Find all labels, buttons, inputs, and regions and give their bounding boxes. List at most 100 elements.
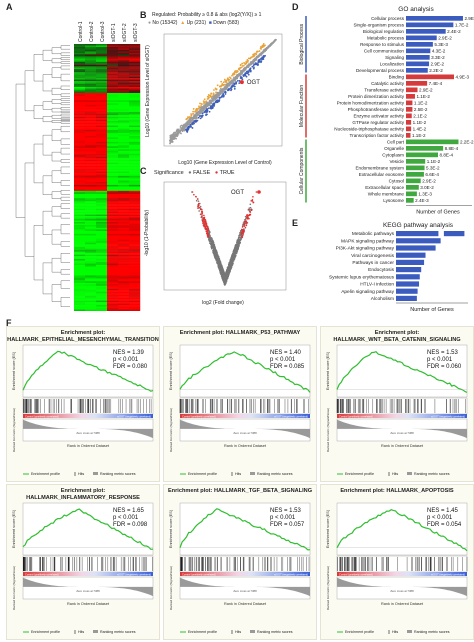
zero-cross-label: Zero cross at 7388 bbox=[390, 589, 414, 593]
go-bar-label: 4.3E-2 bbox=[432, 48, 446, 53]
gsea-fdr: FDR = 0.080 bbox=[113, 364, 148, 370]
gsea-legend: Enrichment profile Hits Ranking metric sco… bbox=[180, 630, 293, 634]
panel-b-ylabel: Log10 (Gene Expression Level of siOGT) bbox=[145, 45, 151, 137]
hits bbox=[179, 399, 309, 413]
go-bar bbox=[406, 165, 425, 171]
go-group-label: Biological Process bbox=[299, 23, 305, 64]
go-bar bbox=[406, 185, 419, 190]
gsea-ylabel: Enrichment score (ES) bbox=[169, 351, 173, 390]
kegg-category-label: MAPK signaling pathway bbox=[341, 238, 395, 244]
kegg-bar-chart: KEGG pathway analysis Metabolic pathwaysM… bbox=[329, 222, 468, 313]
ogt-label: OGT bbox=[231, 190, 244, 196]
go-bar-label: 2.9E-2 bbox=[464, 16, 474, 21]
gsea-p: p < 0.001 bbox=[113, 515, 139, 521]
es-frame bbox=[179, 344, 311, 398]
go-bar-label: 1.7E-2 bbox=[455, 22, 469, 27]
go-bar bbox=[406, 87, 418, 93]
legend-profile: Enrichment profile bbox=[31, 472, 60, 476]
kegg-bar bbox=[396, 231, 439, 237]
gsea-p: p < 0.001 bbox=[427, 357, 453, 363]
es-frame bbox=[22, 344, 154, 398]
gsea-panel: Enrichment plot: HALLMARK_WNT_BETA_CATEN… bbox=[320, 326, 474, 482]
go-bar bbox=[406, 48, 431, 54]
panel-c-ylabel: -log10 (1-Probability) bbox=[144, 209, 150, 257]
go-category-label: Binding bbox=[389, 74, 405, 79]
panel-f-gsea: Enrichment plot: HALLMARK_EPITHELIAL_MES… bbox=[6, 326, 474, 640]
legend-up: ▲ Up (231) bbox=[180, 20, 207, 26]
kegg-bar-break bbox=[443, 231, 465, 237]
positive-label: Control (positively correlated) bbox=[25, 414, 59, 418]
go-category-label: Signaling bbox=[385, 55, 404, 60]
panel-label-b: B bbox=[140, 10, 147, 20]
legend-metric: Ranking metric scores bbox=[414, 630, 450, 634]
hits-frame bbox=[22, 397, 154, 415]
negative-label: siOGT (negatively correlated) bbox=[274, 572, 308, 576]
go-bar-label: 8.8E-4 bbox=[440, 152, 454, 157]
metric-ylabel: Ranked list metric (Signal2Noise) bbox=[169, 566, 173, 610]
go-bar-label: 2.5E-2 bbox=[414, 107, 428, 112]
sample-label: siOGT-3 bbox=[133, 23, 139, 42]
panel-b-scatter: Regulated: Probability ≥ 0.8 & abs (log2… bbox=[140, 10, 290, 170]
heatmap-cells bbox=[74, 44, 141, 312]
zero-cross-label: Zero cross at 7388 bbox=[233, 431, 257, 435]
legend-metric: Ranking metric scores bbox=[257, 630, 293, 634]
gsea-plot: Enrichment score (ES) NES = 1.53p < 0.001… bbox=[326, 344, 468, 476]
go-category-label: Response to stimulus bbox=[360, 42, 405, 47]
ogt-label: OGT bbox=[247, 80, 260, 86]
enrichment-profile bbox=[336, 509, 468, 552]
go-bar-label: 2.2E-2 bbox=[429, 68, 443, 73]
legend-hits: Hits bbox=[235, 630, 241, 634]
go-category-label: Extracellular exosome bbox=[359, 172, 405, 177]
kegg-bar bbox=[396, 267, 422, 273]
kegg-title: KEGG pathway analysis bbox=[383, 222, 454, 229]
go-category-label: Organelle bbox=[384, 146, 404, 151]
go-bar-label: 2.9E-2 bbox=[419, 87, 433, 92]
es-frame bbox=[336, 344, 468, 398]
zero-cross-label: Zero cross at 7388 bbox=[233, 589, 257, 593]
legend-profile: Enrichment profile bbox=[345, 472, 374, 476]
gsea-ylabel: Enrichment score (ES) bbox=[169, 509, 173, 548]
go-bar bbox=[406, 159, 426, 164]
gsea-fdr: FDR = 0.098 bbox=[113, 522, 148, 528]
hits bbox=[180, 557, 310, 571]
metric-ylabel: Ranked list metric (Signal2Noise) bbox=[12, 408, 16, 452]
go-bar bbox=[406, 126, 412, 132]
go-bar bbox=[406, 55, 430, 60]
go-category-label: Enzyme activator activity bbox=[353, 113, 404, 118]
gsea-panel: Enrichment plot: HALLMARK_EPITHELIAL_MES… bbox=[6, 326, 160, 482]
go-bar-label: 2.1E-2 bbox=[413, 113, 427, 118]
ranking-metric bbox=[23, 419, 153, 439]
go-bar bbox=[406, 152, 438, 158]
kegg-bar bbox=[396, 252, 426, 258]
go-bar bbox=[406, 198, 414, 203]
kegg-category-label: Endocytosis bbox=[368, 267, 394, 273]
volcano-false bbox=[191, 191, 253, 286]
gsea-xlabel: Rank in Ordered Dataset bbox=[67, 444, 110, 448]
rank-gradient bbox=[337, 414, 467, 418]
kegg-category-label: Viral carcinogenesis bbox=[351, 253, 394, 259]
go-bar-label: 1.1E-2 bbox=[416, 94, 430, 99]
volcano-true bbox=[191, 191, 259, 239]
enrichment-profile bbox=[22, 350, 154, 392]
metric-ylabel: Ranked list metric (Signal2Noise) bbox=[12, 566, 16, 610]
legend-profile: Enrichment profile bbox=[345, 630, 374, 634]
gsea-panel: Enrichment plot: HALLMARK_P53_PATHWAY Enr… bbox=[163, 326, 317, 482]
gsea-xlabel: Rank in Ordered Dataset bbox=[381, 444, 424, 448]
gsea-fdr: FDR = 0.085 bbox=[270, 364, 305, 370]
legend-hits: Hits bbox=[235, 472, 241, 476]
legend-true: ● TRUE bbox=[214, 170, 235, 176]
gsea-panel: Enrichment plot: HALLMARK_APOPTOSIS Enric… bbox=[320, 484, 474, 640]
kegg-category-label: HTLV-I infection bbox=[360, 282, 394, 288]
panel-e-kegg: KEGG pathway analysis Metabolic pathways M… bbox=[298, 220, 474, 316]
gsea-legend: Enrichment profile Hits Ranking metric sco… bbox=[337, 630, 450, 634]
enrichment-profile bbox=[336, 351, 468, 393]
gsea-p: p < 0.001 bbox=[113, 357, 139, 363]
go-category-label: Endomembrane system bbox=[355, 165, 404, 170]
positive-label: Control (positively correlated) bbox=[339, 572, 373, 576]
gsea-title: Enrichment plot: HALLMARK_P53_PATHWAY bbox=[179, 330, 301, 336]
go-bar-label: 2.9E-2 bbox=[438, 35, 452, 40]
volcano-plot: OGT bbox=[163, 181, 287, 291]
gsea-legend: Enrichment profile Hits Ranking metric sco… bbox=[23, 472, 136, 476]
gsea-p: p < 0.001 bbox=[427, 515, 453, 521]
gsea-plot: Enrichment score (ES) NES = 1.45p < 0.001… bbox=[326, 502, 468, 634]
